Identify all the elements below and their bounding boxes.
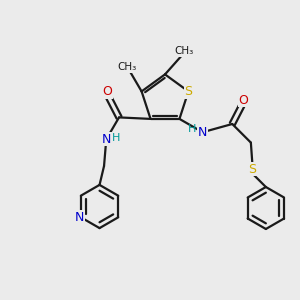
- Text: S: S: [248, 163, 256, 176]
- Text: CH₃: CH₃: [175, 46, 194, 56]
- Text: S: S: [184, 85, 192, 98]
- Text: H: H: [188, 124, 196, 134]
- Text: O: O: [102, 85, 112, 98]
- Text: N: N: [75, 211, 84, 224]
- Text: H: H: [112, 133, 120, 142]
- Text: O: O: [238, 94, 248, 106]
- Text: CH₃: CH₃: [118, 62, 137, 72]
- Text: N: N: [102, 133, 111, 146]
- Text: N: N: [198, 126, 208, 139]
